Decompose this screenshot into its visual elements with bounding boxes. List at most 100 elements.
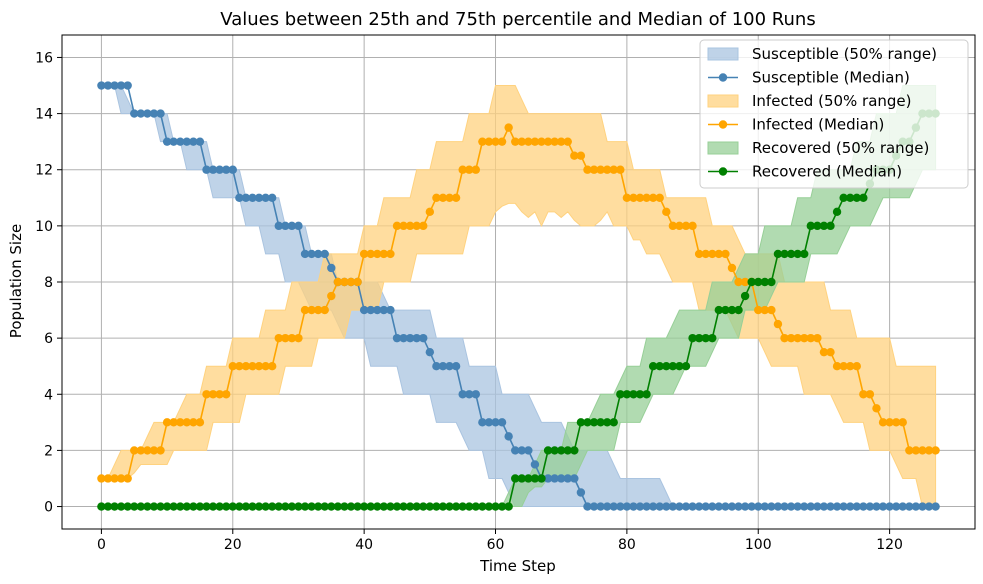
median-point-infected [300, 305, 310, 315]
legend-label-band-recovered: Recovered (50% range) [752, 139, 929, 157]
median-point-infected [228, 362, 237, 371]
median-point-susceptible [793, 502, 802, 511]
median-point-susceptible [668, 502, 678, 511]
median-point-recovered [681, 362, 691, 371]
median-point-susceptible [832, 502, 842, 511]
median-point-infected [208, 390, 218, 399]
median-point-susceptible [609, 502, 618, 511]
y-tick-label: 2 [44, 443, 53, 459]
median-point-infected [281, 333, 290, 343]
median-point-recovered [740, 291, 750, 301]
legend: Susceptible (50% range) Susceptible (Medi… [699, 39, 969, 189]
median-point-susceptible [629, 502, 638, 511]
median-point-susceptible [327, 263, 336, 273]
median-point-recovered [261, 502, 270, 511]
median-point-susceptible [110, 81, 119, 90]
median-point-infected [556, 137, 566, 146]
median-point-recovered [235, 502, 244, 511]
median-point-susceptible [504, 432, 513, 441]
legend-label-median-infected: Infected (Median) [752, 116, 884, 134]
median-point-susceptible [754, 502, 763, 511]
median-point-infected [425, 207, 435, 217]
median-point-recovered [826, 221, 835, 231]
median-point-infected [287, 333, 297, 343]
median-point-infected [708, 249, 717, 259]
median-point-infected [754, 305, 763, 315]
median-point-infected [773, 319, 783, 329]
median-point-infected [313, 305, 323, 315]
y-tick-label: 4 [44, 387, 53, 403]
median-point-susceptible [563, 474, 572, 483]
x-tick-label: 80 [618, 537, 636, 553]
median-point-recovered [550, 446, 559, 455]
median-point-susceptible [596, 502, 605, 511]
median-point-susceptible [451, 362, 461, 371]
median-point-recovered [859, 193, 868, 202]
median-point-susceptible [846, 502, 855, 511]
median-point-infected [156, 446, 165, 455]
median-point-susceptible [497, 418, 507, 427]
median-point-infected [655, 193, 664, 202]
median-point-susceptible [432, 362, 441, 371]
median-point-recovered [675, 362, 684, 371]
median-point-recovered [655, 362, 664, 371]
median-point-recovered [813, 221, 822, 231]
median-point-infected [136, 446, 146, 455]
median-point-infected [103, 474, 113, 483]
median-point-susceptible [419, 333, 428, 343]
median-point-susceptible [425, 347, 435, 357]
median-point-recovered [241, 502, 251, 511]
median-point-infected [898, 418, 907, 427]
median-point-susceptible [97, 81, 106, 90]
median-point-susceptible [701, 502, 710, 511]
median-point-infected [366, 249, 375, 259]
median-point-infected [412, 221, 421, 231]
median-point-susceptible [885, 502, 894, 511]
median-point-infected [780, 333, 789, 343]
chart-title: Values between 25th and 75th percentile … [220, 9, 815, 30]
median-point-recovered [307, 502, 316, 511]
median-point-recovered [202, 502, 211, 511]
median-point-recovered [727, 305, 737, 315]
y-tick-label: 0 [44, 500, 53, 516]
median-point-infected [550, 137, 559, 146]
median-point-recovered [721, 305, 730, 315]
median-point-infected [760, 305, 770, 315]
median-point-infected [675, 221, 684, 231]
median-point-susceptible [182, 137, 191, 146]
legend-swatch-band-recovered [707, 141, 739, 155]
y-axis-label: Population Size [7, 224, 25, 338]
median-point-susceptible [130, 109, 139, 118]
median-point-susceptible [465, 390, 474, 399]
median-point-infected [819, 347, 829, 357]
median-point-infected [169, 418, 178, 427]
median-point-recovered [228, 502, 237, 511]
legend-swatch-marker-infected [718, 120, 728, 129]
median-point-susceptible [865, 502, 875, 511]
x-tick-label: 40 [355, 537, 373, 553]
median-point-recovered [589, 418, 599, 427]
median-point-recovered [189, 502, 198, 511]
median-point-recovered [313, 502, 323, 511]
median-point-recovered [432, 502, 441, 511]
median-point-recovered [136, 502, 146, 511]
median-point-susceptible [116, 81, 126, 90]
median-point-recovered [149, 502, 159, 511]
median-point-susceptible [386, 305, 395, 315]
median-point-infected [438, 193, 448, 202]
median-point-recovered [530, 474, 540, 483]
median-point-susceptible [878, 502, 888, 511]
median-point-infected [471, 165, 481, 174]
median-point-susceptible [320, 249, 329, 259]
median-point-susceptible [491, 418, 500, 427]
median-point-recovered [465, 502, 474, 511]
median-point-susceptible [287, 221, 297, 231]
median-point-infected [116, 474, 126, 483]
median-point-susceptible [458, 390, 467, 399]
median-point-recovered [445, 502, 454, 511]
median-point-recovered [832, 207, 842, 217]
median-point-recovered [346, 502, 356, 511]
y-tick-label: 8 [44, 275, 53, 291]
median-point-infected [911, 446, 921, 455]
median-point-infected [852, 362, 861, 371]
